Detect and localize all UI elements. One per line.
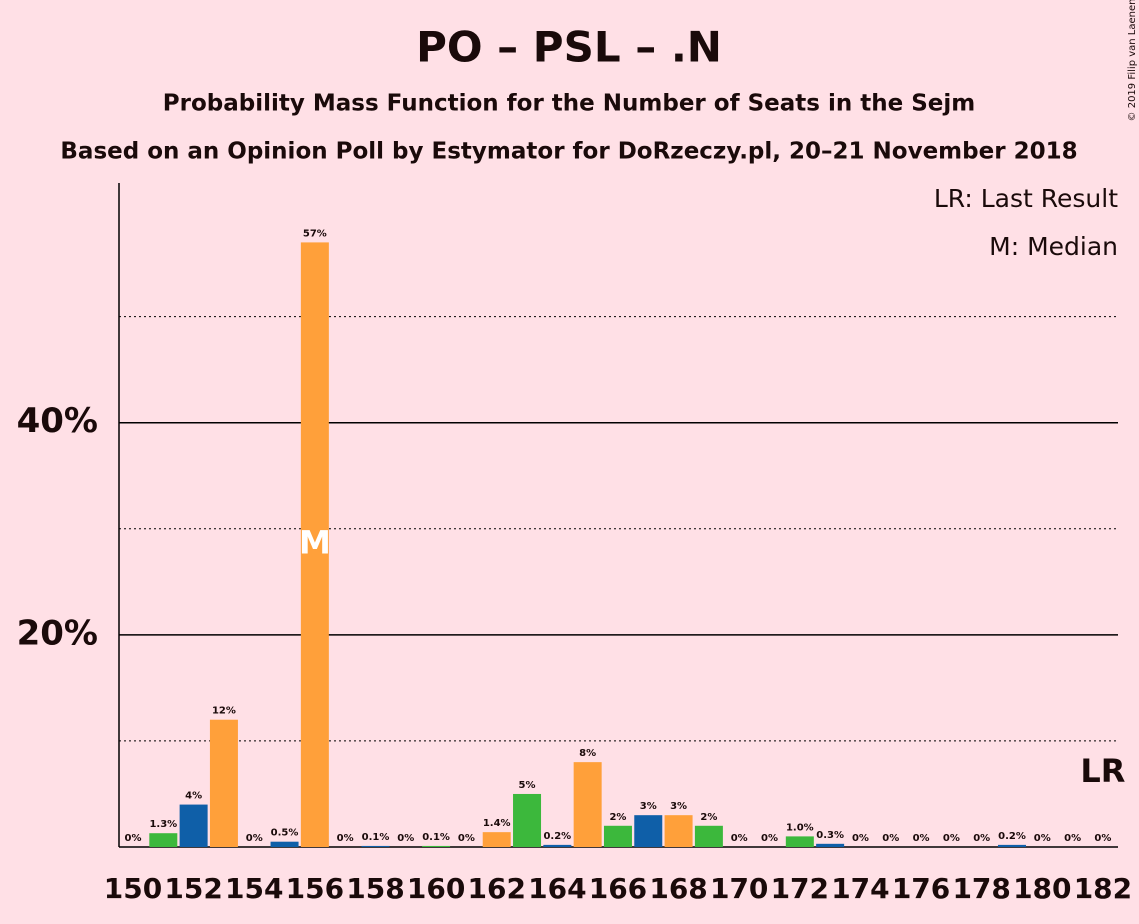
data-label: 0% [943, 833, 960, 844]
x-tick-label: 168 [649, 872, 707, 905]
x-tick-label: 162 [467, 872, 525, 905]
bar [664, 815, 693, 847]
bar [209, 719, 238, 847]
data-label: 0.3% [816, 830, 844, 841]
legend-entry: LR: Last Result [934, 184, 1118, 213]
data-label: 0% [973, 833, 990, 844]
bar [361, 845, 390, 847]
x-tick-label: 150 [104, 872, 162, 905]
data-label: 0% [246, 833, 263, 844]
y-tick-label: 40% [17, 401, 98, 441]
data-label: 57% [303, 228, 327, 239]
bar [573, 762, 602, 847]
data-label: 3% [670, 801, 687, 812]
chart-title: PO – PSL – .N [416, 23, 722, 72]
data-label: 0.2% [543, 831, 571, 842]
data-label: 0% [852, 833, 869, 844]
x-tick-label: 160 [407, 872, 465, 905]
x-tick-label: 152 [164, 872, 222, 905]
data-label: 2% [700, 812, 717, 823]
data-label: 0% [913, 833, 930, 844]
data-label: 2% [609, 812, 626, 823]
bar [422, 845, 451, 847]
bar [816, 843, 845, 847]
copyright: © 2019 Filip van Laenen [1127, 0, 1138, 121]
legend-entry: M: Median [989, 232, 1118, 261]
data-label: 1.3% [149, 819, 177, 830]
bar [270, 841, 299, 847]
data-label: 0.5% [271, 828, 299, 839]
data-label: 1.0% [786, 822, 814, 833]
x-tick-label: 166 [589, 872, 647, 905]
x-tick-label: 170 [710, 872, 768, 905]
data-label: 0% [731, 833, 748, 844]
bar [300, 242, 329, 848]
data-label: 0.2% [998, 831, 1026, 842]
data-label: 0% [458, 833, 475, 844]
x-tick-label: 182 [1074, 872, 1132, 905]
y-tick-label: 20% [17, 613, 98, 653]
data-label: 8% [579, 748, 596, 759]
data-label: 0% [882, 833, 899, 844]
last-result-marker: LR [1080, 752, 1125, 790]
median-marker: M [299, 524, 331, 562]
data-label: 0% [397, 833, 414, 844]
x-tick-label: 176 [892, 872, 950, 905]
bar [785, 836, 814, 847]
bar [634, 815, 663, 847]
bar [603, 825, 632, 847]
data-label: 0.1% [422, 832, 450, 843]
data-label: 4% [185, 791, 202, 802]
x-tick-label: 174 [831, 872, 889, 905]
data-label: 0% [761, 833, 778, 844]
x-tick-label: 156 [286, 872, 344, 905]
data-label: 0% [1094, 833, 1111, 844]
bar [513, 793, 542, 847]
data-label: 0.1% [362, 832, 390, 843]
data-label: 0% [337, 833, 354, 844]
x-tick-label: 164 [528, 872, 586, 905]
bar [149, 833, 178, 847]
x-tick-label: 172 [771, 872, 829, 905]
data-label: 5% [519, 780, 536, 791]
bar [179, 804, 208, 847]
data-label: 12% [212, 706, 236, 717]
data-label: 0% [125, 833, 142, 844]
bar [694, 825, 723, 847]
data-label: 1.4% [483, 818, 511, 829]
data-label: 0% [1034, 833, 1051, 844]
data-label: 3% [640, 801, 657, 812]
x-tick-label: 180 [1013, 872, 1071, 905]
bar [543, 844, 572, 847]
x-tick-label: 158 [346, 872, 404, 905]
x-tick-label: 178 [952, 872, 1010, 905]
bar [997, 844, 1026, 847]
x-tick-label: 154 [225, 872, 283, 905]
chart-subtitle: Probability Mass Function for the Number… [163, 91, 975, 117]
bar [482, 832, 511, 847]
data-label: 0% [1064, 833, 1081, 844]
chart-source: Based on an Opinion Poll by Estymator fo… [60, 139, 1077, 165]
